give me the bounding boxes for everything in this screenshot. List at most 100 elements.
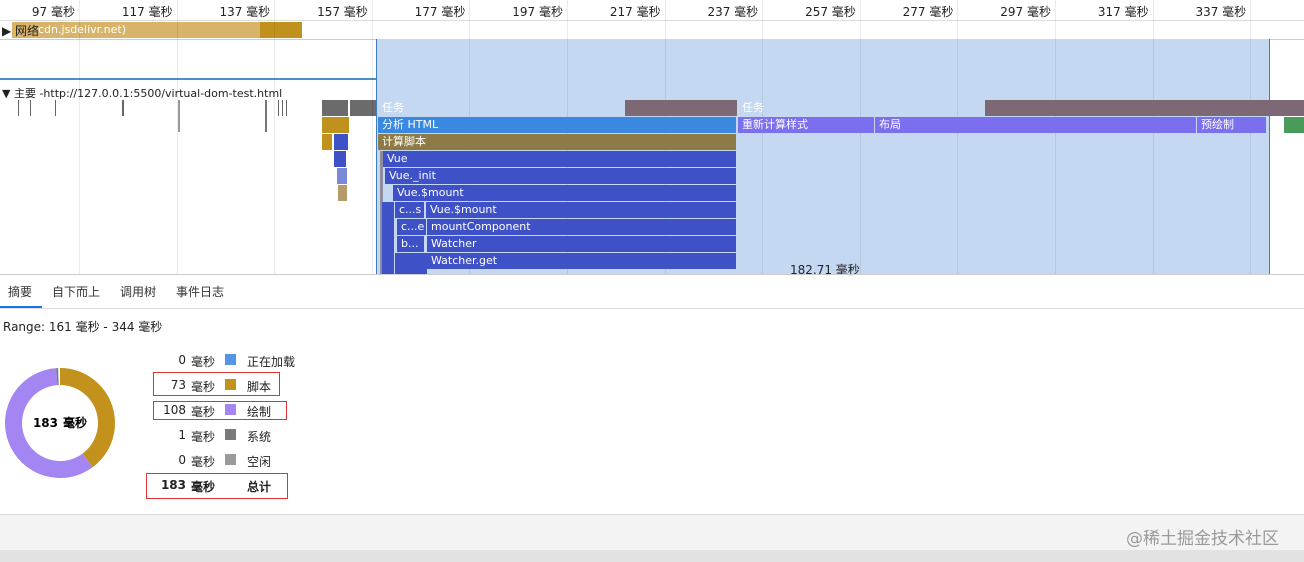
ruler-tick: 157 毫秒 xyxy=(317,5,368,19)
legend-unit: 毫秒 xyxy=(191,405,216,419)
legend-value: 108 xyxy=(163,403,186,417)
task-mark xyxy=(350,100,376,116)
js-stack xyxy=(395,253,427,274)
grid-line xyxy=(371,0,373,274)
flame-event[interactable]: 计算脚本 xyxy=(378,134,736,150)
main-label-text: 主要 -http://127.0.0.1:5500/virtual-dom-te… xyxy=(13,87,283,100)
tab[interactable]: 事件日志 xyxy=(176,285,225,299)
flame-event[interactable]: Vue.$mount xyxy=(393,185,736,201)
ruler-tick: 137 毫秒 xyxy=(219,5,271,19)
legend-value: 73 xyxy=(170,378,186,392)
selection-duration: 182.71 毫秒 xyxy=(790,263,860,277)
flame-event[interactable]: Watcher xyxy=(427,236,736,252)
panel-divider xyxy=(0,274,1304,275)
js-mark xyxy=(334,151,346,167)
legend-swatch xyxy=(225,429,236,440)
script-mark xyxy=(322,117,349,133)
highlight-box xyxy=(153,401,287,420)
flame-event[interactable]: mountComponent xyxy=(427,219,736,235)
js-stack xyxy=(382,202,394,274)
long-task-marker xyxy=(985,100,1304,116)
grid-line xyxy=(274,0,276,274)
legend-value: 0 xyxy=(178,353,186,367)
active-tab-indicator xyxy=(0,306,42,308)
grid-line xyxy=(79,0,80,274)
flame-event[interactable]: Vue xyxy=(383,151,736,167)
flame-event[interactable]: Vue.$mount xyxy=(426,202,736,218)
legend-unit: 毫秒 xyxy=(191,355,216,369)
tick-mark xyxy=(178,100,180,132)
legend-swatch xyxy=(225,404,236,415)
donut-total-unit: 毫秒 xyxy=(63,415,87,430)
ruler-tick: 257 毫秒 xyxy=(805,5,856,19)
legend-value: 0 xyxy=(178,453,186,467)
range-text: Range: 161 毫秒 - 344 毫秒 xyxy=(3,320,163,334)
legend-unit: 毫秒 xyxy=(191,430,216,444)
legend-name: 脚本 xyxy=(247,380,272,394)
flame-event[interactable]: 预绘制 xyxy=(1197,117,1266,133)
tick-mark xyxy=(30,100,31,116)
network-bar-label: cdn.jsdelivr.net) xyxy=(38,23,127,36)
flame-event[interactable]: 任务 xyxy=(742,101,764,114)
legend-name: 空闲 xyxy=(247,455,272,469)
tick-mark xyxy=(18,100,19,116)
main-thread-label[interactable]: ▼ 主要 -http://127.0.0.1:5500/virtual-dom-… xyxy=(2,87,283,100)
highlight-box xyxy=(146,473,288,499)
ruler-tick: 337 毫秒 xyxy=(1195,5,1247,19)
next-event xyxy=(1284,117,1304,133)
legend-value: 183 xyxy=(160,478,186,492)
flame-event[interactable]: 分析 HTML xyxy=(378,117,736,133)
network-label[interactable]: ▶ 网络 xyxy=(2,24,40,38)
flame-event[interactable]: b... xyxy=(397,236,424,252)
ruler-tick: 97 毫秒 xyxy=(31,5,75,19)
flame-event[interactable]: 任务 xyxy=(382,101,404,114)
ruler-tick: 317 毫秒 xyxy=(1097,5,1149,19)
tick-marks xyxy=(278,100,290,116)
network-request-tail xyxy=(260,22,302,38)
donut-total: 183 毫秒 xyxy=(33,415,87,430)
flame-event[interactable]: c...s xyxy=(395,202,424,218)
footer xyxy=(0,514,1304,550)
grid-line xyxy=(1152,0,1154,274)
tick-mark xyxy=(122,100,124,116)
network-label-text: 网络 xyxy=(15,24,40,38)
legend-swatch xyxy=(225,379,236,390)
status-bar xyxy=(0,550,1304,562)
legend-unit: 毫秒 xyxy=(191,455,216,469)
js-mark xyxy=(338,185,347,201)
js-mark xyxy=(334,134,348,150)
network-track: ▶ 网络 cdn.jsdelivr.net) xyxy=(0,21,320,38)
ruler-tick: 237 毫秒 xyxy=(707,5,759,19)
flame-event[interactable]: c...e xyxy=(397,219,426,235)
legend-name: 绘制 xyxy=(247,405,272,419)
watermark: @稀土掘金技术社区 xyxy=(1126,529,1279,549)
task-mark xyxy=(322,100,348,116)
ruler-tick: 177 毫秒 xyxy=(414,5,466,19)
network-request xyxy=(12,22,260,38)
donut: 183 毫秒 xyxy=(4,368,115,478)
tab[interactable]: 自下而上 xyxy=(52,285,101,299)
ruler xyxy=(0,0,1304,21)
ruler-tick: 297 毫秒 xyxy=(1000,5,1051,19)
flame-event[interactable]: Vue._init xyxy=(385,168,736,184)
flame-event[interactable]: Watcher.get xyxy=(427,253,736,269)
script-mark xyxy=(322,134,332,150)
grid-line xyxy=(176,0,178,274)
legend-value: 1 xyxy=(178,428,186,442)
donut-segment xyxy=(60,368,115,468)
grid-line xyxy=(1250,0,1252,274)
ruler-tick: 117 毫秒 xyxy=(121,5,173,19)
legend-unit: 毫秒 xyxy=(191,380,216,394)
grid-line xyxy=(957,0,959,274)
legend-swatch xyxy=(225,354,236,365)
legend-unit: 毫秒 xyxy=(191,480,216,494)
tab[interactable]: 摘要 xyxy=(8,285,33,299)
highlight-box xyxy=(153,372,280,396)
flame-event[interactable]: 布局 xyxy=(875,117,1196,133)
tab[interactable]: 调用树 xyxy=(120,285,157,299)
ruler-tick: 197 毫秒 xyxy=(512,5,563,19)
tab-divider xyxy=(0,308,1304,309)
flame-event[interactable]: 重新计算样式 xyxy=(738,117,874,133)
donut-total-value: 183 xyxy=(33,416,58,430)
